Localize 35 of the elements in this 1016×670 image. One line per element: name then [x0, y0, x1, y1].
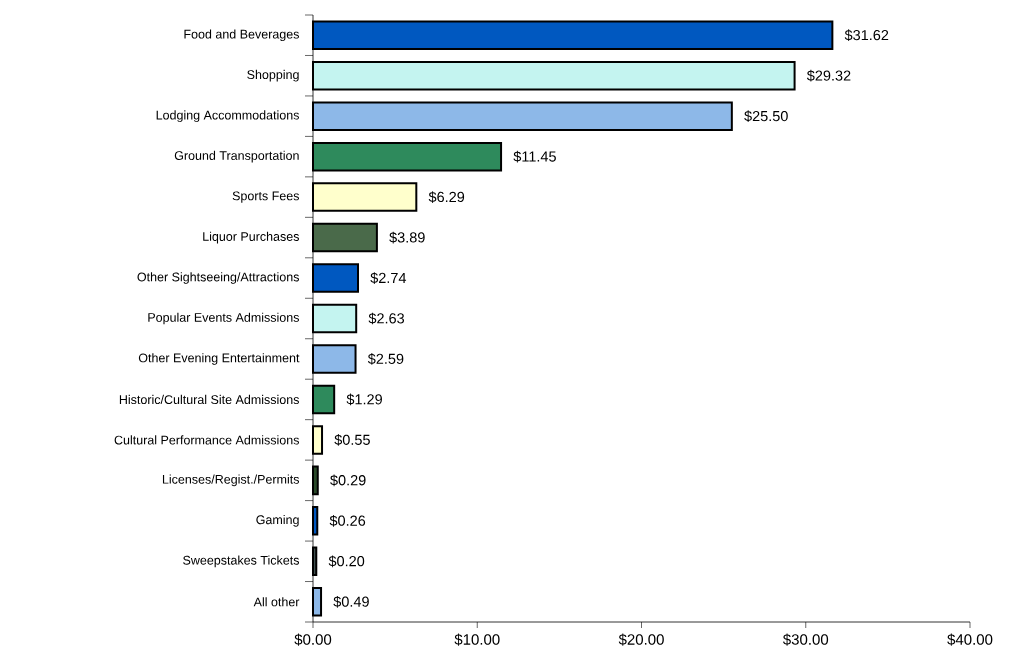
data-label: $6.29	[428, 191, 465, 203]
y-tick-label: Other Sightseeing/Attractions	[137, 272, 299, 284]
data-label: $3.89	[389, 231, 425, 244]
y-tick-label: All other	[253, 597, 300, 607]
y-tick-label: Sweepstakes Tickets	[183, 555, 300, 568]
x-tick-label: $0.00	[294, 633, 332, 646]
data-label: $0.49	[333, 595, 369, 608]
y-tick-label: Cultural Performance Admissions	[114, 435, 299, 445]
y-tick-label: Popular Events Admissions	[148, 312, 299, 325]
y-tick-label: Gaming	[256, 515, 299, 527]
y-tick-label: Lodging Accommodations	[156, 110, 299, 122]
y-tick-label: Sports Fees	[232, 191, 300, 203]
data-label: $2.74	[370, 272, 407, 284]
data-label: $11.45	[513, 150, 556, 163]
data-label: $2.59	[367, 353, 404, 365]
y-tick-label: Historic/Cultural Site Admissions	[119, 394, 299, 405]
y-tick-label: Shopping	[247, 69, 299, 82]
x-tick-label: $30.00	[782, 633, 829, 646]
y-tick-label: Food and Beverages	[184, 29, 299, 42]
data-label: $0.20	[328, 555, 365, 568]
y-tick-label: Other Evening Entertainment	[138, 353, 300, 365]
data-label: $31.62	[844, 29, 889, 42]
data-label: $2.63	[368, 312, 405, 325]
y-tick-label: Licenses/Regist./Permits	[162, 474, 300, 487]
x-tick-label: $40.00	[947, 633, 993, 646]
data-label: $25.50	[744, 110, 788, 123]
y-tick-label: Ground Transportation	[174, 150, 299, 163]
y-tick-label: Liquor Purchases	[203, 231, 299, 244]
x-tick-label: $20.00	[618, 633, 664, 646]
data-label: $0.26	[329, 514, 366, 527]
x-tick-label: $10.00	[454, 633, 500, 646]
data-label: $29.32	[806, 69, 851, 82]
data-label: $0.29	[330, 474, 366, 487]
data-label: $1.29	[346, 393, 382, 406]
data-label: $0.55	[334, 434, 370, 446]
